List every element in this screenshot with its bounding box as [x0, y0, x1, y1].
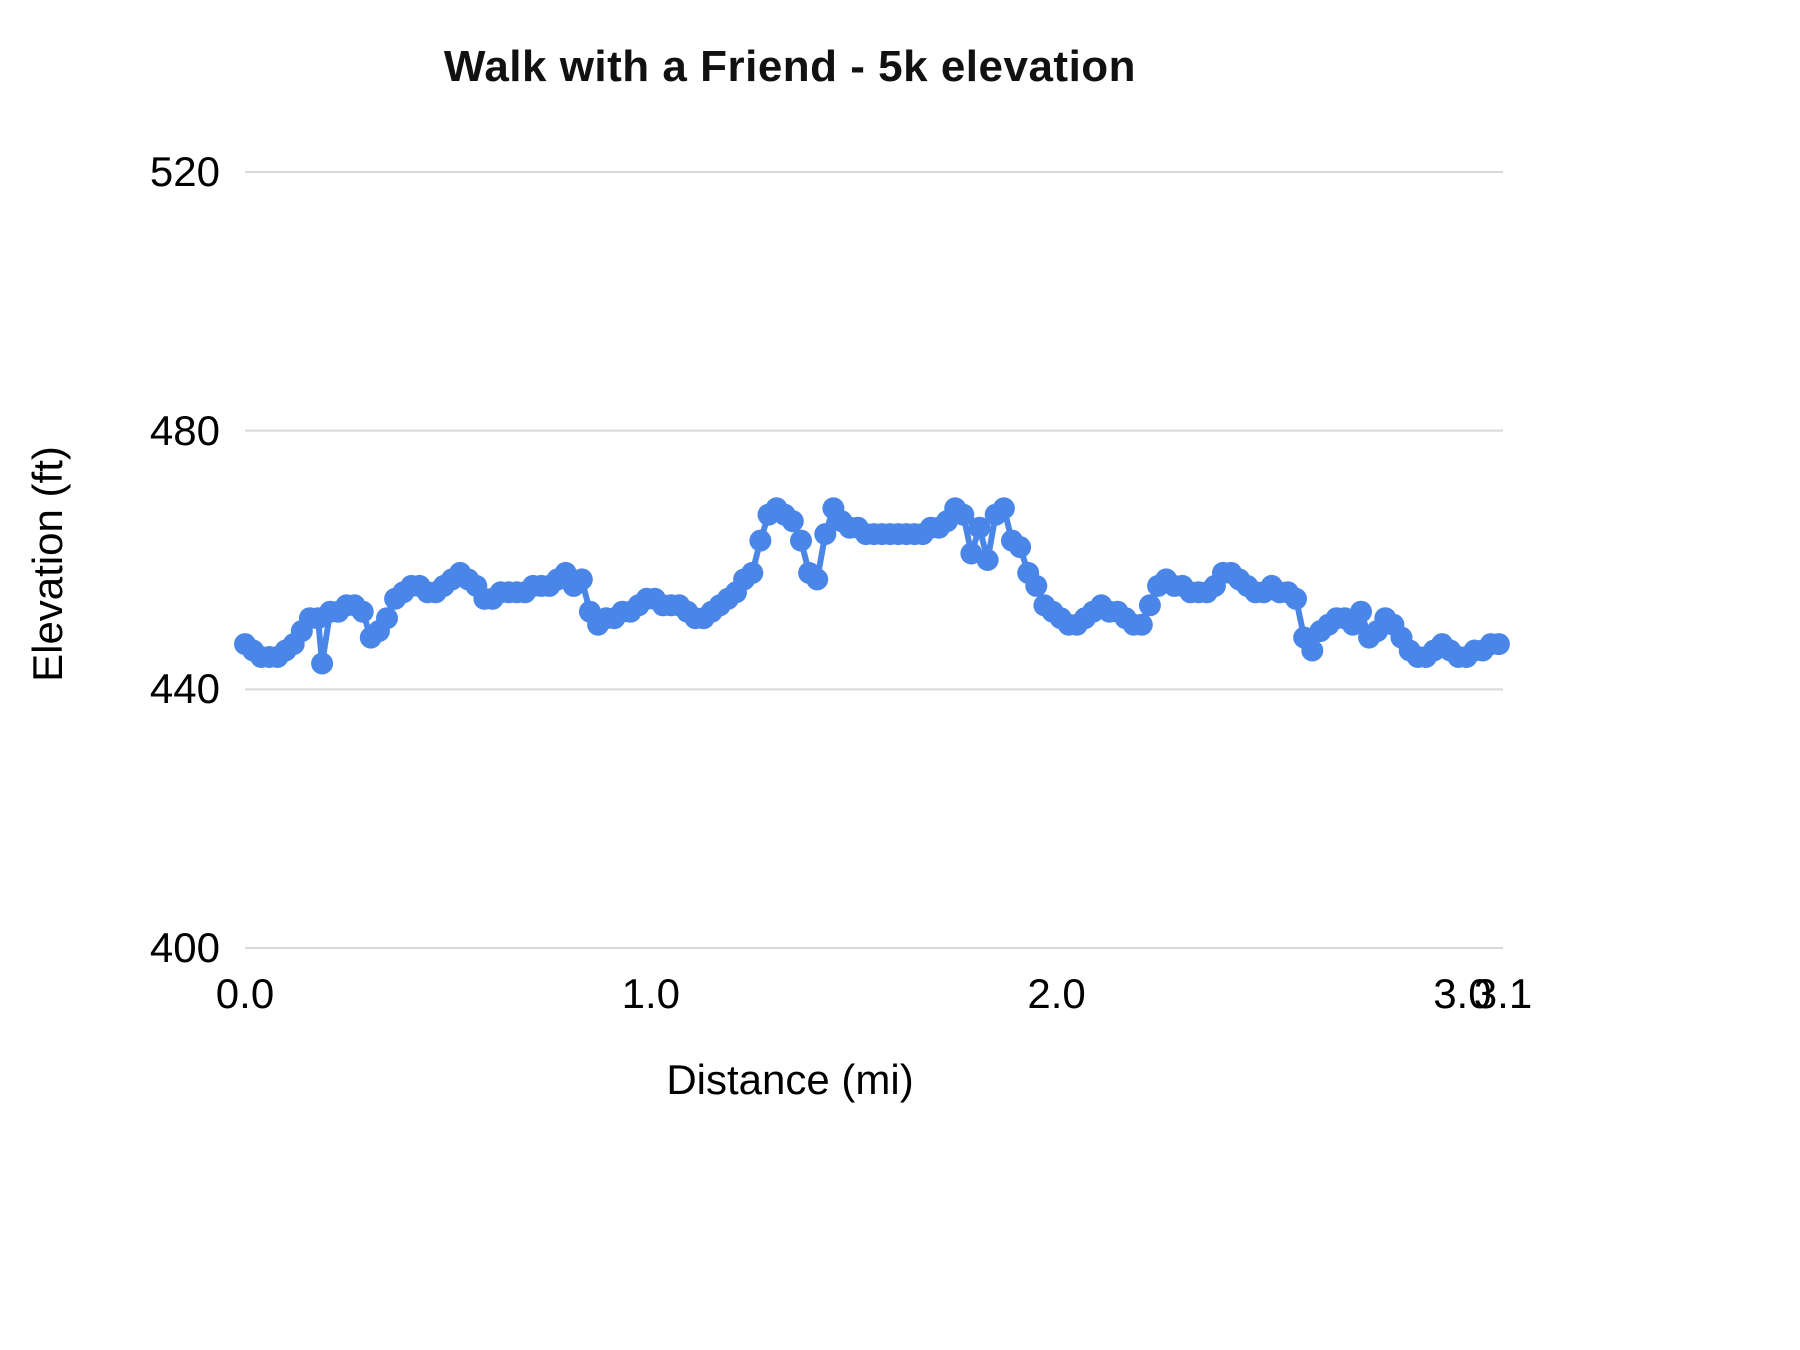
data-point — [992, 497, 1015, 520]
data-point — [1138, 594, 1161, 617]
data-point — [311, 652, 334, 675]
data-point — [1301, 639, 1324, 662]
y-tick-label: 480 — [149, 406, 220, 454]
data-point — [781, 510, 804, 533]
data-point — [1025, 574, 1048, 597]
data-point — [376, 607, 398, 630]
data-point — [968, 516, 991, 539]
data-point — [976, 549, 999, 571]
x-tick-label: 0.0 — [215, 970, 275, 1017]
x-axis-title: Distance (mi) — [666, 1056, 914, 1103]
data-point — [749, 529, 772, 552]
data-point — [790, 529, 812, 552]
data-point — [1350, 600, 1372, 623]
data-point — [814, 523, 837, 546]
data-point — [1487, 633, 1510, 656]
y-axis-title: Elevation (ft) — [24, 446, 71, 682]
data-point — [351, 600, 374, 623]
data-point — [1009, 536, 1032, 559]
x-tick-label: 1.0 — [621, 970, 680, 1017]
y-tick-label: 520 — [149, 148, 220, 195]
data-point — [1130, 613, 1153, 636]
chart-title: Walk with a Friend - 5k elevation — [443, 42, 1137, 91]
x-tick-label: 3.1 — [1473, 970, 1533, 1017]
data-point — [952, 503, 975, 526]
data-point — [570, 568, 593, 591]
data-point — [1285, 587, 1307, 610]
data-point — [806, 568, 829, 591]
x-tick-label: 2.0 — [1027, 970, 1086, 1017]
y-tick-label: 440 — [149, 665, 220, 713]
y-tick-label: 400 — [149, 924, 220, 971]
data-point — [741, 561, 764, 584]
x-tick-label: 3.0 — [1433, 970, 1492, 1017]
